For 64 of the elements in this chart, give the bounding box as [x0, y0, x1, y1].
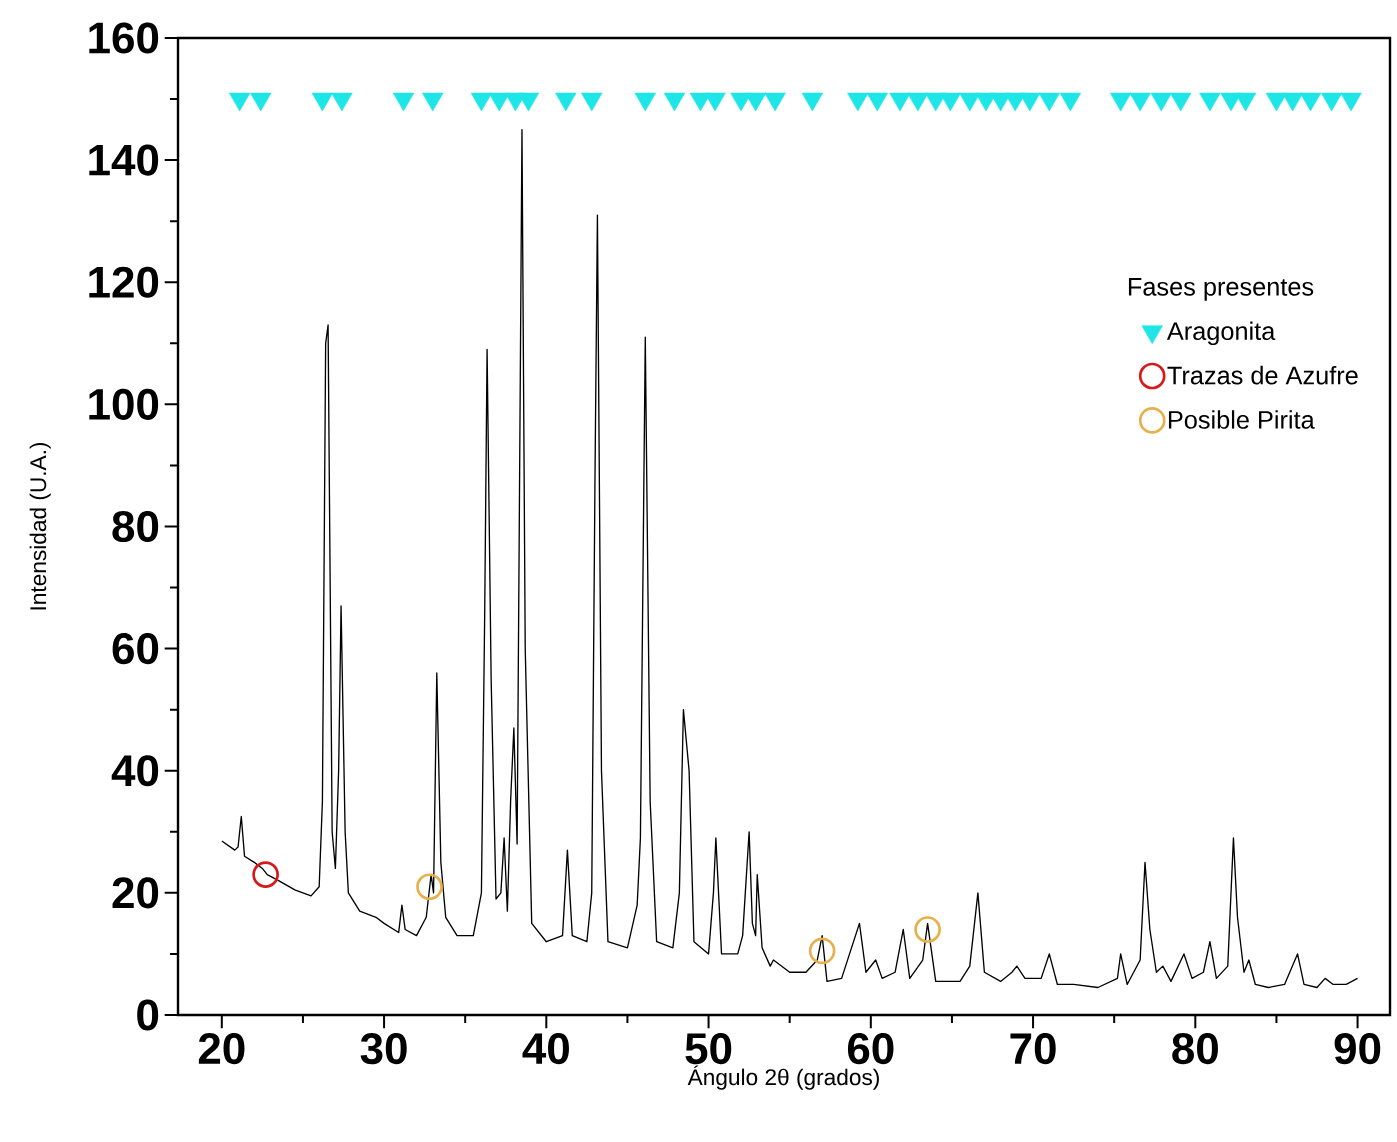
point [914, 916, 941, 943]
point [581, 92, 603, 112]
point [1038, 92, 1060, 112]
point [229, 92, 251, 112]
y-tick-label: 160 [89, 22, 159, 54]
point [1150, 92, 1172, 112]
point [847, 92, 869, 112]
x-tick-label: 30 [360, 1033, 407, 1065]
point [704, 92, 726, 112]
point [634, 92, 656, 112]
point [1234, 92, 1257, 112]
y-tick-label: 100 [89, 388, 159, 420]
legend-title: Fases presentes [1128, 278, 1314, 301]
y-axis-title: Intensidad (U.A.) [29, 442, 51, 610]
x-tick-label: 70 [1010, 1033, 1056, 1065]
point [1059, 92, 1082, 112]
y-tick-label: 40 [111, 755, 159, 787]
point [866, 92, 888, 112]
legend-label: Posible Pirita [1168, 410, 1315, 429]
point [392, 92, 415, 112]
point [1320, 92, 1343, 112]
point [311, 92, 334, 112]
x-axis-title: Ángulo 2θ (grados) [687, 1065, 879, 1090]
point [1340, 92, 1362, 112]
legend-label: Trazas de Azufre [1167, 365, 1358, 385]
legend-label: Aragonita [1166, 321, 1276, 346]
point [1170, 92, 1192, 112]
line-series [221, 128, 1359, 989]
point [422, 92, 444, 112]
x-tick-label: 80 [1172, 1033, 1218, 1065]
point [939, 92, 961, 112]
x-tick-label: 60 [847, 1033, 894, 1065]
point [764, 92, 786, 112]
point [889, 92, 911, 112]
y-tick-label: 80 [112, 510, 159, 543]
point [555, 92, 577, 112]
point [808, 937, 836, 965]
point [959, 92, 981, 112]
point [1129, 92, 1151, 112]
point [416, 873, 443, 901]
point [801, 92, 824, 112]
point [1199, 92, 1221, 112]
y-tick-label: 60 [112, 633, 159, 665]
point [663, 92, 686, 112]
point [1019, 92, 1041, 112]
x-tick-label: 40 [522, 1033, 569, 1065]
point [252, 861, 279, 888]
point [1110, 92, 1132, 112]
y-tick-label: 140 [89, 144, 159, 176]
point [331, 92, 353, 112]
point [1282, 92, 1304, 112]
point [1299, 92, 1322, 112]
x-tick-label: 90 [1334, 1033, 1381, 1065]
point [907, 92, 929, 112]
y-tick-label: 120 [89, 266, 159, 298]
x-tick-label: 20 [198, 1033, 245, 1065]
point [488, 92, 510, 112]
point [250, 92, 272, 112]
y-tick-label: 20 [112, 877, 159, 909]
y-tick-label: 0 [137, 999, 159, 1031]
point [744, 92, 767, 112]
x-tick-label: 50 [685, 1033, 732, 1065]
point [470, 92, 493, 112]
point [517, 92, 540, 112]
